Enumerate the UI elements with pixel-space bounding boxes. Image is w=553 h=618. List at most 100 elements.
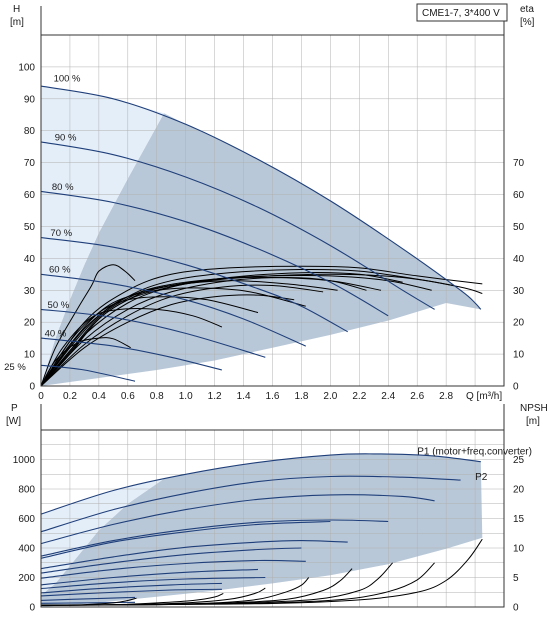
efficiency-curves — [40, 264, 483, 387]
operating-region-light — [41, 478, 164, 607]
operating-region-band — [41, 453, 483, 607]
head-curve — [40, 85, 482, 310]
y-tick-label-right: 10 — [513, 544, 525, 555]
y-axis-title-left: P — [11, 403, 18, 414]
speed-label: 60 % — [49, 265, 71, 276]
plot-frame — [40, 429, 505, 608]
head-curve — [40, 141, 435, 310]
y-axis-unit-right: [m] — [526, 416, 540, 427]
y-axis-unit-left: [m] — [10, 17, 24, 28]
y-tick-label-right: 30 — [513, 286, 525, 297]
npsh-curves — [40, 538, 483, 606]
efficiency-curve — [40, 337, 131, 387]
speed-label: 40 % — [45, 329, 67, 340]
y-axis-title-right: eta — [520, 4, 534, 15]
x-tick-label: 0.2 — [63, 391, 77, 402]
speed-label: 70 % — [50, 228, 72, 239]
y-tick-label-left: 10 — [24, 350, 36, 361]
power-curves — [40, 453, 481, 604]
speed-label: 25 % — [4, 362, 26, 373]
y-tick-label-right: 0 — [513, 382, 519, 393]
x-tick-label: 2.8 — [439, 391, 453, 402]
y-tick-label-right: 60 — [513, 190, 525, 201]
y-tick-label-left: 90 — [24, 94, 36, 105]
efficiency-curve — [40, 265, 483, 387]
power-curve — [40, 519, 389, 557]
y-tick-label-left: 80 — [24, 126, 36, 137]
power-curve — [40, 520, 331, 559]
x-tick-label: 2.4 — [381, 391, 395, 402]
y-axis-title-left: H — [13, 4, 20, 15]
head-curve — [40, 190, 389, 317]
x-axis-title: Q [m³/h] — [466, 391, 502, 402]
y-tick-label-left: 30 — [24, 286, 36, 297]
efficiency-curve — [40, 308, 223, 387]
y-tick-label-left: 60 — [24, 190, 36, 201]
x-tick-label: 1.4 — [237, 391, 251, 402]
x-tick-label: 1.0 — [179, 391, 193, 402]
y-tick-label-left: 100 — [18, 62, 35, 73]
y-axis-unit-right: [%] — [520, 17, 535, 28]
y-tick-label-left: 20 — [24, 318, 36, 329]
power-curve — [40, 494, 435, 545]
head-curves — [40, 85, 482, 382]
head-curve — [40, 308, 266, 358]
power-curve — [40, 540, 348, 570]
y-tick-label-right: 40 — [513, 254, 525, 265]
y-tick-label-left: 800 — [18, 485, 35, 496]
head-efficiency-chart: 0 0.2 0.4 0.6 0.8 1.0 1.2 1.4 1.6 1.8 2.0 2.2 2.4 2.6… — [4, 3, 535, 402]
power-npsh-chart: 0 200 400 600 800 1000 0 5 10 15 20 25 P [W] NPSH [… — [6, 403, 548, 614]
efficiency-curve — [40, 294, 295, 387]
speed-labels: 100 % 90 % 80 % 70 % 60 % 50 % 40 % 25 % — [4, 73, 81, 373]
efficiency-curve — [40, 284, 324, 387]
power-curve — [40, 588, 222, 597]
x-tick-label: 0.4 — [92, 391, 106, 402]
tick-labels: 0 0.2 0.4 0.6 0.8 1.0 1.2 1.4 1.6 1.8 2.0 2.2 2.4 2.6… — [18, 62, 524, 402]
power-curve — [40, 601, 136, 604]
chart-title: CME1-7, 3*400 V — [422, 8, 500, 19]
power-curve — [40, 547, 302, 574]
power-curve — [40, 475, 461, 533]
y-tick-label-left: 70 — [24, 158, 36, 169]
operating-region — [41, 86, 481, 386]
y-tick-label-right: 0 — [513, 603, 519, 614]
y-tick-label-left: 40 — [24, 254, 36, 265]
efficiency-curve — [40, 268, 454, 387]
axes — [40, 404, 505, 608]
y-tick-label-left: 1000 — [13, 455, 36, 466]
speed-label: 50 % — [48, 300, 70, 311]
plot-frame — [40, 34, 505, 387]
y-tick-label-right: 20 — [513, 485, 525, 496]
head-curve — [40, 364, 136, 382]
head-curve — [40, 237, 348, 333]
operating-region — [41, 453, 483, 607]
y-tick-label-right: 20 — [513, 318, 525, 329]
y-tick-label-right: 50 — [513, 222, 525, 233]
y-tick-label-right: 25 — [513, 455, 525, 466]
y-tick-label-right: 70 — [513, 158, 525, 169]
operating-region-light — [41, 86, 164, 386]
x-tick-label: 1.2 — [208, 391, 222, 402]
y-axis-title-right: NPSH — [520, 403, 548, 414]
power-curve — [40, 582, 222, 594]
title-box — [416, 3, 508, 22]
y-tick-label-left: 200 — [18, 573, 35, 584]
npsh-curve — [40, 597, 137, 606]
head-curve — [40, 273, 307, 347]
x-tick-label: 1.8 — [294, 391, 308, 402]
x-tick-label: 0.6 — [121, 391, 135, 402]
x-tick-label: 2.6 — [410, 391, 424, 402]
y-axis-unit-left: [W] — [6, 416, 21, 427]
legend-p2: P2 — [475, 472, 488, 483]
speed-label: 90 % — [55, 132, 77, 143]
y-tick-label-left: 400 — [18, 544, 35, 555]
npsh-curve — [40, 592, 224, 606]
speed-label: 80 % — [52, 182, 74, 193]
y-tick-label-right: 10 — [513, 350, 525, 361]
y-tick-label-left: 0 — [29, 382, 35, 393]
x-tick-label: 0 — [38, 391, 44, 402]
speed-label: 100 % — [54, 73, 81, 84]
x-tick-label: 2.2 — [352, 391, 366, 402]
y-tick-label-left: 0 — [29, 603, 35, 614]
